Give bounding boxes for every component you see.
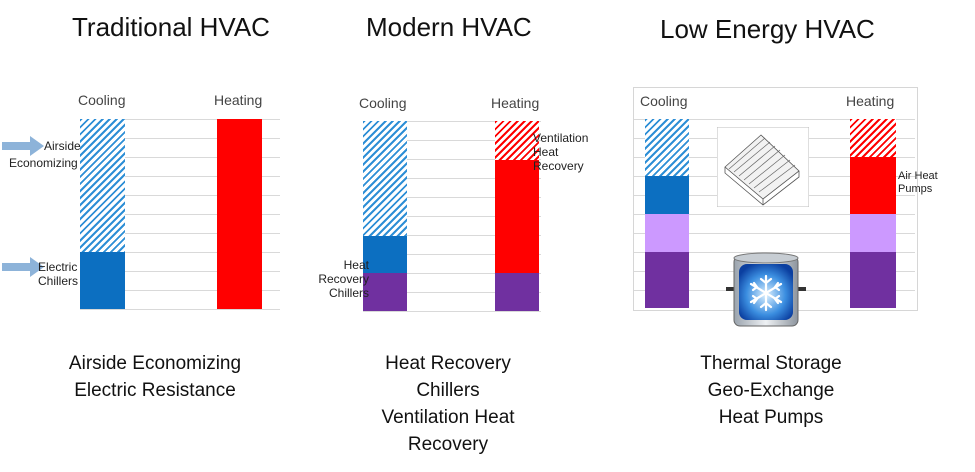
cooling-bar-geo-exchange — [645, 214, 689, 252]
heating-bar-heat-recovery — [495, 273, 539, 311]
solar-collector-icon — [717, 127, 809, 207]
heating-bar-hatched — [850, 119, 896, 157]
cooling-bar-electric-chillers — [80, 252, 125, 309]
cooling-bar-hatched — [363, 121, 407, 237]
cooling-bar-heat-recovery-chillers — [363, 273, 407, 311]
cooling-bar-airside-economizing — [80, 119, 125, 253]
annotation-heat-recovery-chillers: Heat Recovery Chillers — [318, 258, 369, 300]
annotation-airside: Airside — [44, 139, 81, 153]
cooling-label: Cooling — [359, 95, 407, 111]
cooling-bar-solid — [363, 236, 407, 273]
caption-low-energy: Thermal Storage Geo-Exchange Heat Pumps — [700, 353, 842, 428]
heating-bar-air-heat-pumps — [850, 157, 896, 214]
caption-traditional: Airside Economizing Electric Resistance — [68, 353, 242, 401]
panel-title-traditional: Traditional HVAC — [72, 12, 270, 42]
panel-title-low-energy: Low Energy HVAC — [660, 14, 875, 44]
snowflake-icon — [749, 274, 783, 312]
cooling-bar-hatched — [645, 119, 689, 176]
heating-label: Heating — [846, 93, 895, 109]
panel-title-modern: Modern HVAC — [366, 12, 532, 42]
annotation-air-heat-pumps: Air Heat Pumps — [898, 170, 938, 195]
cooling-label: Cooling — [78, 92, 126, 108]
heating-label: Heating — [491, 95, 540, 111]
arrow-right-icon — [2, 257, 44, 277]
cooling-label: Cooling — [640, 93, 688, 109]
cooling-bar-solid — [645, 176, 689, 214]
cooling-bar-thermal-storage — [645, 252, 689, 308]
heating-bar-solid — [495, 160, 539, 273]
heating-bar-geo-exchange — [850, 214, 896, 252]
thermal-storage-tank-icon — [726, 252, 806, 327]
annotation-ventilation-heat-recovery: Ventilation Heat Recovery — [533, 131, 589, 173]
caption-modern: Heat Recovery Chillers Ventilation Heat … — [381, 353, 515, 455]
heating-bar-electric-resistance — [217, 119, 262, 309]
heating-label: Heating — [214, 92, 263, 108]
annotation-electric-chillers: Electric Chillers — [38, 260, 79, 288]
annotation-economizing: Economizing — [9, 156, 78, 170]
heating-bar-ventilation-heat-recovery — [495, 121, 539, 160]
heating-bar-thermal-storage — [850, 252, 896, 308]
arrow-right-icon — [2, 136, 44, 156]
